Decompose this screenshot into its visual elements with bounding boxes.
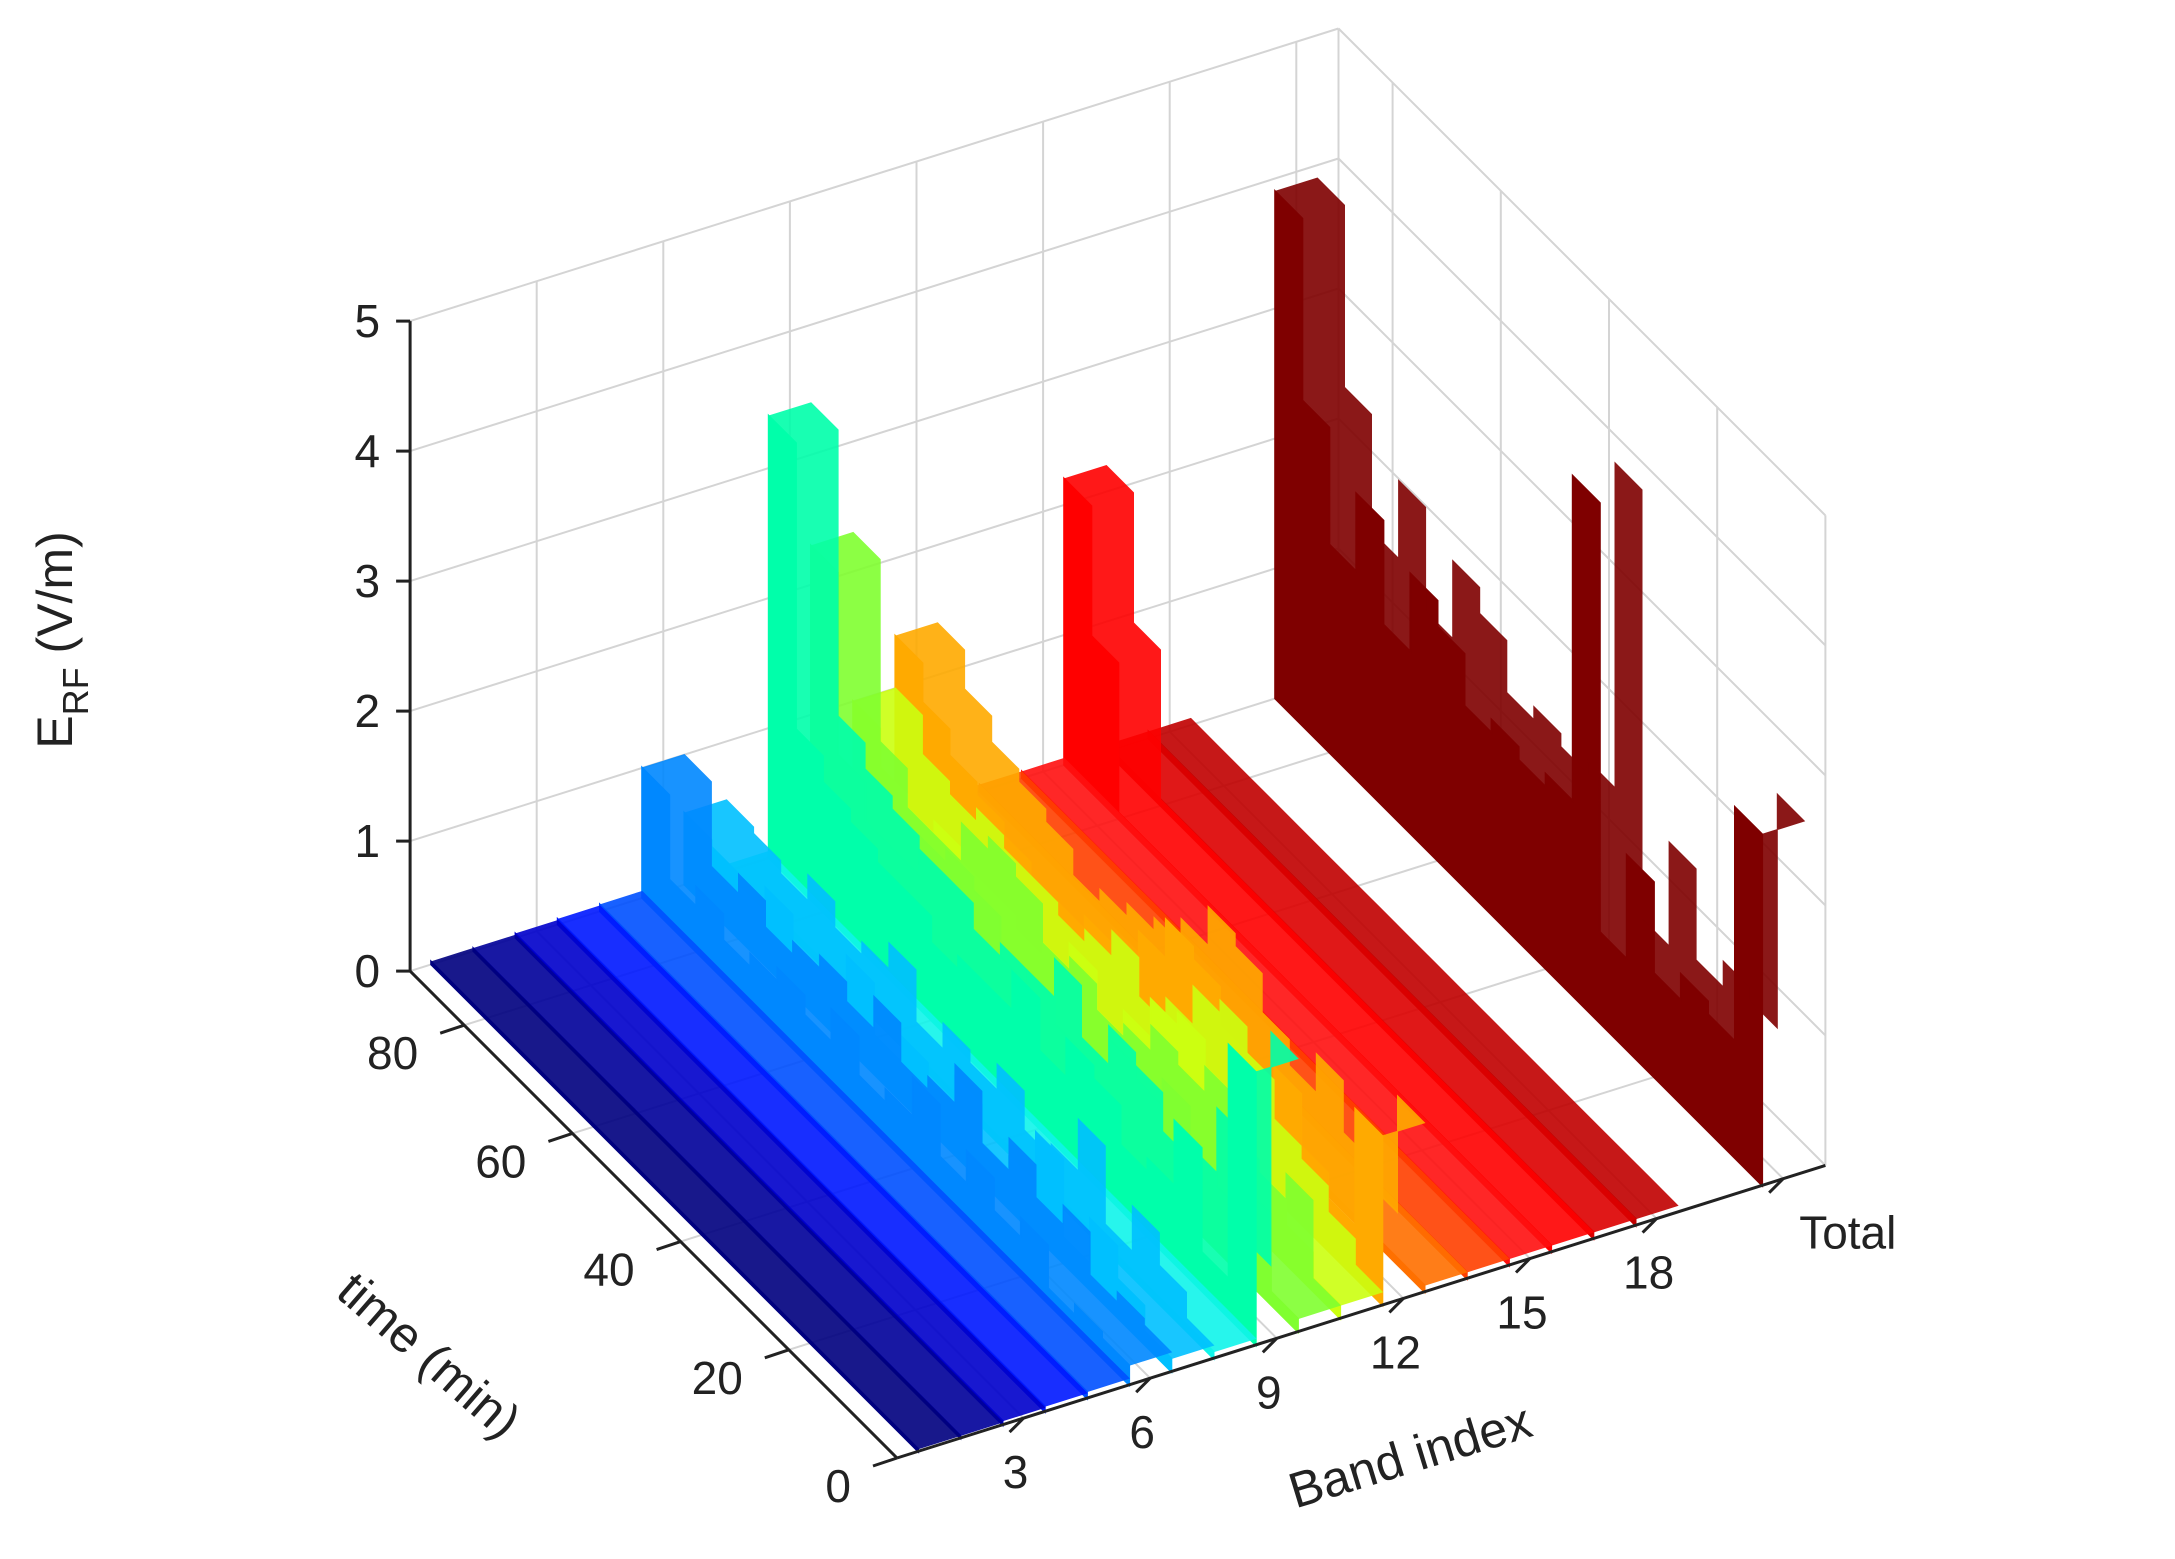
y-tick-mark (547, 1131, 573, 1143)
x-tick-mark (1388, 1297, 1405, 1314)
x-tick-mark (1261, 1337, 1278, 1354)
z-axis-label: ERF (V/m) (27, 531, 96, 748)
grid-line-side-z (1337, 157, 1827, 647)
y-tick-label: 0 (825, 1460, 851, 1512)
x-tick-label: 12 (1370, 1326, 1421, 1378)
y-tick-label: 80 (367, 1027, 418, 1079)
band-ribbon-top-1 (430, 947, 962, 1450)
y-tick-label: 20 (692, 1352, 743, 1404)
band-ribbon-top-6 (641, 754, 1173, 1366)
band-ribbon-top-21 (1274, 177, 1806, 1043)
x-axis-label: Band index (1282, 1392, 1538, 1519)
x-tick-mark (1641, 1217, 1658, 1234)
y-tick-mark (656, 1240, 682, 1252)
y-tick-mark (439, 1023, 465, 1035)
x-tick-label: 9 (1256, 1366, 1282, 1418)
x-axis-line (896, 1163, 1826, 1460)
z-tick-label: 1 (355, 815, 381, 867)
band-ribbon-top-5 (599, 890, 1131, 1393)
y-tick-mark (872, 1456, 898, 1468)
grid-line-back-z (409, 157, 1339, 453)
x-tick-mark (1514, 1257, 1532, 1274)
band-ribbon-top-9 (767, 402, 1299, 1281)
bars-layer (430, 177, 1806, 1454)
x-tick-mark (1135, 1377, 1152, 1394)
z-tick-label: 5 (355, 295, 381, 347)
y-tick-label: 60 (475, 1135, 526, 1187)
z-tick-label: 2 (355, 685, 381, 737)
x-tick-label: 6 (1129, 1406, 1155, 1458)
x-tick-label: 3 (1003, 1446, 1029, 1498)
y-tick-label: 40 (583, 1244, 634, 1296)
z-tick-label: 3 (355, 555, 381, 607)
band-ribbon-top-11 (852, 687, 1384, 1306)
x-tick-mark (1768, 1177, 1785, 1194)
x-tick-label: Total (1799, 1207, 1896, 1259)
z-tick-label: 4 (355, 425, 381, 477)
grid-line-back-z (409, 287, 1339, 583)
y-axis-line (409, 970, 899, 1460)
x-tick-label: 15 (1496, 1287, 1547, 1339)
band-ribbon-top-3 (514, 920, 1046, 1422)
grid-line-back-z (409, 27, 1339, 323)
y-tick-mark (764, 1348, 790, 1360)
band-ribbon-top-12 (894, 622, 1426, 1228)
grid-line-side-z (1337, 27, 1827, 517)
z-tick-label: 0 (355, 945, 381, 997)
band-ribbon-top-4 (556, 905, 1088, 1407)
y-axis-label: time (min) (327, 1261, 531, 1449)
x-tick-label: 18 (1623, 1247, 1674, 1299)
x-tick-mark (1008, 1417, 1025, 1434)
